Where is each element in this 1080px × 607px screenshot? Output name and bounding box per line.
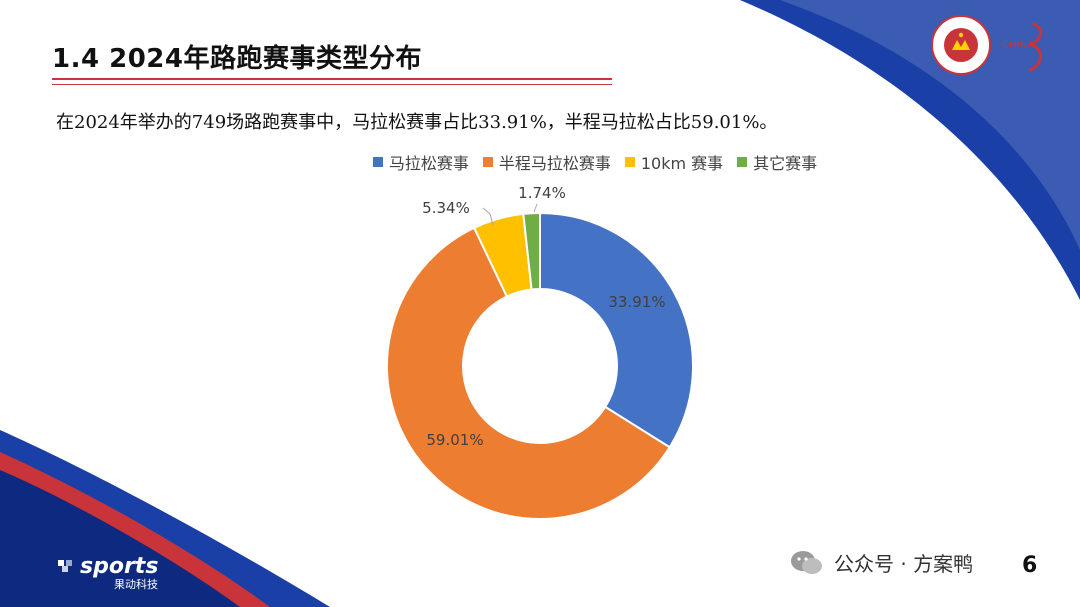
brand-mark-text: CHINA [1002,40,1034,51]
page-number: 6 [1022,553,1038,578]
legend-item-marathon: 马拉松赛事 [372,150,469,174]
legend-swatch-marathon [372,157,383,167]
leader-line-10km [482,207,494,226]
sports-logo-text: sports [80,554,158,579]
legend-item-other: 其它赛事 [737,150,817,174]
chart-legend: 马拉松赛事 半程马拉松赛事 10km 赛事 其它赛事 [55,150,1080,174]
sports-logo: sports 果动科技 [58,554,158,591]
data-label-other: 1.74% [518,184,566,202]
slice-marathon [539,211,694,449]
wechat-attribution-text: 公众号 · 方案鸭 [834,552,974,576]
slide-title: 1.4 2024年路跑赛事类型分布 [52,44,422,74]
legend-label-other: 其它赛事 [753,154,818,173]
top-right-band-highlight [780,0,1080,250]
summary-text: 在2024年举办的749场路跑赛事中，马拉松赛事占比33.91%，半程马拉松占比… [56,112,778,133]
bottom-left-red-stripe [0,452,270,607]
legend-label-half-marathon: 半程马拉松赛事 [498,154,611,173]
slice-half-marathon [386,226,672,520]
top-right-band [740,0,1080,300]
wechat-icon [791,550,822,574]
title-underline-thin [52,84,612,85]
wechat-attribution: 公众号 · 方案鸭 [790,548,973,577]
legend-swatch-half-marathon [482,157,493,167]
title-underline [52,78,612,80]
leader-line-other [533,203,538,213]
bottom-left-band-dark [0,470,240,607]
legend-label-10km: 10km 赛事 [640,154,724,173]
slice-other [522,211,541,291]
legend-item-half-marathon: 半程马拉松赛事 [482,150,611,174]
data-label-half-marathon: 59.01% [426,431,483,449]
data-label-marathon: 33.91% [608,293,665,311]
legend-swatch-other [737,157,748,167]
data-label-10km: 5.34% [422,199,470,217]
association-badge-icon [931,15,991,75]
sports-logo-subtitle: 果动科技 [114,577,158,591]
china-running-brand-icon: CHINA [1002,22,1043,72]
legend-label-marathon: 马拉松赛事 [388,154,469,173]
legend-item-10km: 10km 赛事 [624,150,724,174]
legend-swatch-10km [624,157,635,167]
